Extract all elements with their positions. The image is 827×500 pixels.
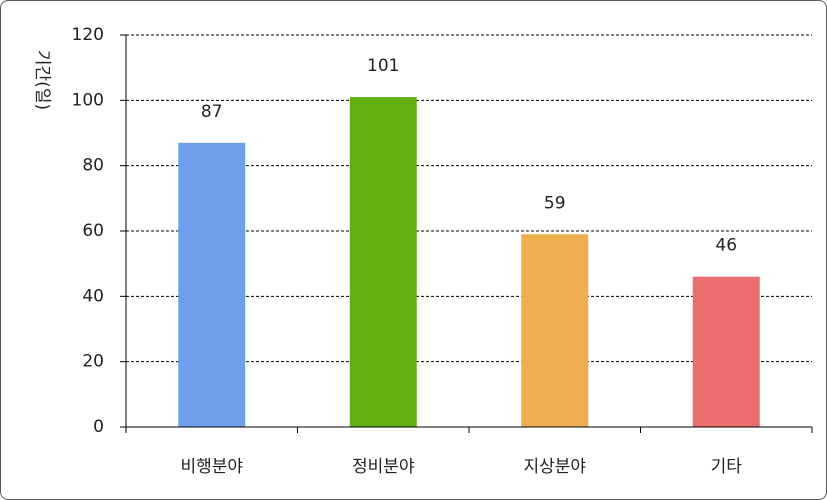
data-label-정비분야: 101	[367, 56, 399, 76]
y-tick-label-0: 0	[93, 417, 104, 437]
y-tick-label-40: 40	[82, 286, 104, 306]
bars	[178, 97, 760, 428]
y-tick-label-100: 100	[72, 90, 104, 110]
y-tick-label-60: 60	[82, 221, 104, 241]
x-tick-label-기타: 기타	[711, 457, 743, 477]
y-axis-title: 기간(일)	[32, 50, 52, 110]
bar-정비분야	[349, 97, 417, 428]
data-label-기타: 46	[715, 236, 737, 256]
y-tick-label-120: 120	[72, 25, 104, 45]
data-label-지상분야: 59	[544, 193, 566, 213]
x-tick-label-정비분야: 정비분야	[352, 457, 415, 477]
labels: 0 20 40 60 80 100 120 87 비행분야 101 정비분야 59 지상분야 46 기타	[72, 25, 743, 477]
y-tick-label-20: 20	[82, 352, 104, 372]
bar-비행분야	[178, 142, 246, 428]
bar-지상분야	[521, 234, 589, 427]
x-tick-label-비행분야: 비행분야	[180, 457, 243, 477]
x-tick-label-지상분야: 지상분야	[523, 457, 586, 477]
y-tick-label-80: 80	[82, 156, 104, 176]
axes	[120, 34, 813, 433]
bar-기타	[692, 276, 760, 427]
data-label-비행분야: 87	[201, 102, 223, 122]
